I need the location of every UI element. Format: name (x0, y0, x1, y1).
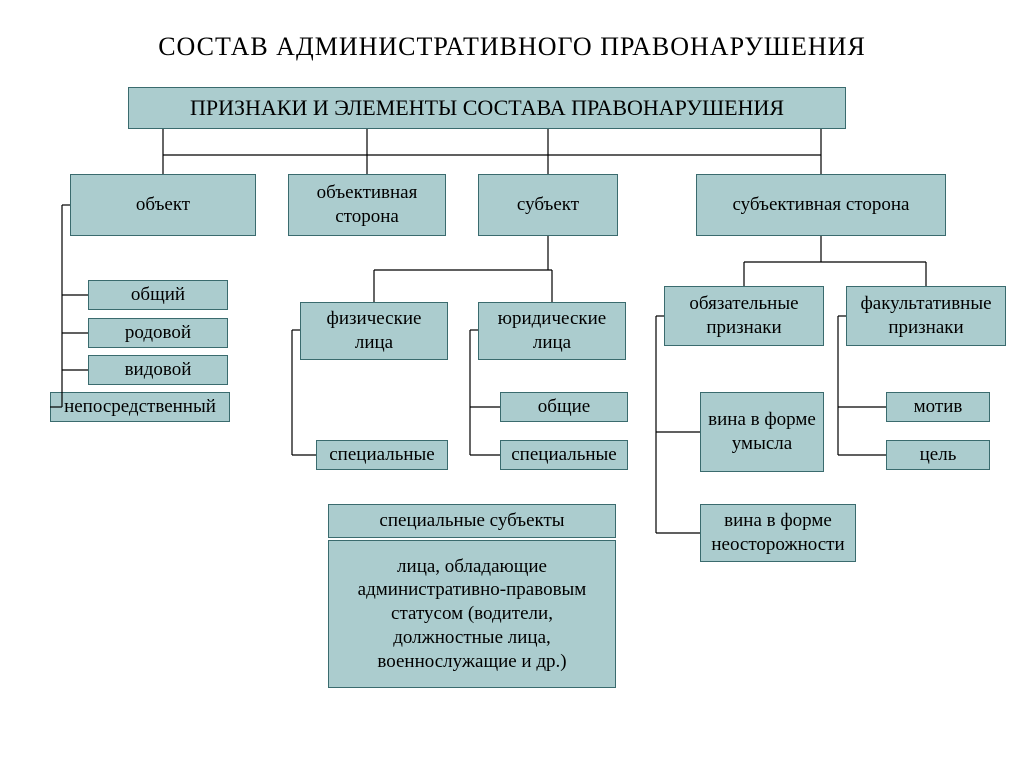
node-fizlica: физические лица (300, 302, 448, 360)
node-spec-y: специальные (500, 440, 628, 470)
node-fakult: факультативные признаки (846, 286, 1006, 346)
node-obshchiy: общий (88, 280, 228, 310)
node-vina-neost: вина в форме неосторожности (700, 504, 856, 562)
diagram-title: СОСТАВ АДМИНИСТРАТИВНОГО ПРАВОНАРУШЕНИЯ (0, 32, 1024, 62)
node-spec-f: специальные (316, 440, 448, 470)
node-root: ПРИЗНАКИ И ЭЛЕМЕНТЫ СОСТАВА ПРАВОНАРУШЕН… (128, 87, 846, 129)
node-objside: объективная сторона (288, 174, 446, 236)
node-rodovoy: родовой (88, 318, 228, 348)
node-obshchie-y: общие (500, 392, 628, 422)
node-yurlica: юридические лица (478, 302, 626, 360)
node-objekt: объект (70, 174, 256, 236)
node-vidovoy: видовой (88, 355, 228, 385)
node-licadesc: лица, обладающие административно-правовы… (328, 540, 616, 688)
node-motiv: мотив (886, 392, 990, 422)
node-subjekt: субъект (478, 174, 618, 236)
node-subjside: субъективная сторона (696, 174, 946, 236)
node-specsubj: специальные субъекты (328, 504, 616, 538)
node-neposr: непосредственный (50, 392, 230, 422)
node-vina-um: вина в форме умысла (700, 392, 824, 472)
node-obyaz: обязательные признаки (664, 286, 824, 346)
node-tsel: цель (886, 440, 990, 470)
